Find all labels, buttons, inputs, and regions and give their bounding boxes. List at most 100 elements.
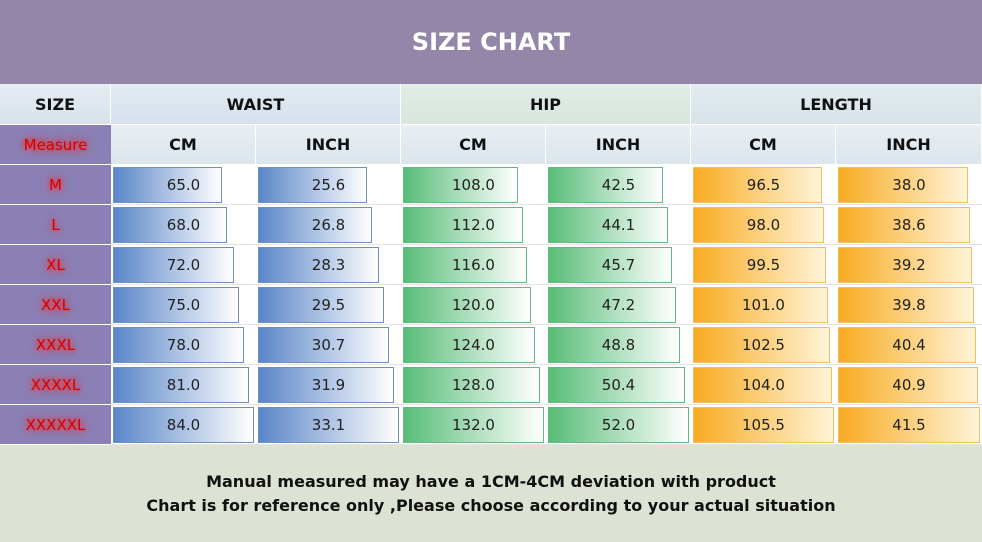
data-bar bbox=[403, 407, 544, 443]
data-bar bbox=[548, 287, 676, 323]
unit-header: INCH bbox=[256, 125, 401, 165]
cell-value: 96.5 bbox=[691, 165, 836, 205]
cell-value: 25.6 bbox=[256, 165, 401, 205]
cell-value: 112.0 bbox=[401, 205, 546, 245]
data-bar bbox=[548, 367, 685, 403]
size-label: XXXXXL bbox=[0, 405, 111, 445]
cell-value: 68.0 bbox=[111, 205, 256, 245]
data-bar bbox=[403, 167, 519, 203]
footer-note: Chart is for reference only ,Please choo… bbox=[146, 495, 836, 515]
size-header: Measure bbox=[0, 125, 111, 165]
cell-value: 28.3 bbox=[256, 245, 401, 285]
cell-value: 38.6 bbox=[836, 205, 982, 245]
data-bar bbox=[258, 207, 373, 243]
cell-value: 102.5 bbox=[691, 325, 836, 365]
data-bar bbox=[693, 167, 822, 203]
cell-value: 98.0 bbox=[691, 205, 836, 245]
cell-value: 48.8 bbox=[546, 325, 691, 365]
group-header: HIP bbox=[401, 84, 691, 125]
group-header: LENGTH bbox=[691, 84, 982, 125]
size-label: XXXL bbox=[0, 325, 111, 365]
data-bar bbox=[258, 367, 394, 403]
cell-value: 101.0 bbox=[691, 285, 836, 325]
size-label: L bbox=[0, 205, 111, 245]
cell-value: 52.0 bbox=[546, 405, 691, 445]
cell-value: 75.0 bbox=[111, 285, 256, 325]
data-bar bbox=[113, 367, 249, 403]
size-label: XXL bbox=[0, 285, 111, 325]
unit-header: INCH bbox=[546, 125, 691, 165]
cell-value: 105.5 bbox=[691, 405, 836, 445]
cell-value: 44.1 bbox=[546, 205, 691, 245]
title: SIZE CHART bbox=[0, 0, 982, 84]
unit-header: CM bbox=[401, 125, 546, 165]
cell-value: 84.0 bbox=[111, 405, 256, 445]
cell-value: 40.9 bbox=[836, 365, 982, 405]
data-bar bbox=[113, 407, 254, 443]
data-bar bbox=[403, 247, 527, 283]
data-bar bbox=[258, 167, 368, 203]
data-bar bbox=[258, 407, 399, 443]
data-bar bbox=[403, 327, 536, 363]
data-bar bbox=[838, 207, 971, 243]
cell-value: 128.0 bbox=[401, 365, 546, 405]
data-bar bbox=[113, 167, 223, 203]
corner-header: SIZE bbox=[0, 84, 111, 125]
cell-value: 99.5 bbox=[691, 245, 836, 285]
data-bar bbox=[113, 327, 244, 363]
cell-value: 104.0 bbox=[691, 365, 836, 405]
data-bar bbox=[258, 287, 384, 323]
cell-value: 78.0 bbox=[111, 325, 256, 365]
data-bar bbox=[838, 327, 977, 363]
cell-value: 116.0 bbox=[401, 245, 546, 285]
data-bar bbox=[838, 247, 973, 283]
data-bar bbox=[403, 287, 532, 323]
data-bar bbox=[693, 327, 830, 363]
cell-value: 42.5 bbox=[546, 165, 691, 205]
data-bar bbox=[548, 207, 668, 243]
cell-value: 33.1 bbox=[256, 405, 401, 445]
cell-value: 39.8 bbox=[836, 285, 982, 325]
group-header: WAIST bbox=[111, 84, 401, 125]
data-bar bbox=[113, 247, 234, 283]
data-bar bbox=[693, 207, 824, 243]
data-bar bbox=[403, 367, 540, 403]
cell-value: 47.2 bbox=[546, 285, 691, 325]
size-label: XL bbox=[0, 245, 111, 285]
data-bar bbox=[838, 287, 975, 323]
cell-value: 38.0 bbox=[836, 165, 982, 205]
data-bar bbox=[693, 367, 832, 403]
cell-value: 45.7 bbox=[546, 245, 691, 285]
cell-value: 41.5 bbox=[836, 405, 982, 445]
data-bar bbox=[838, 367, 978, 403]
cell-value: 81.0 bbox=[111, 365, 256, 405]
unit-header: INCH bbox=[836, 125, 982, 165]
cell-value: 72.0 bbox=[111, 245, 256, 285]
data-bar bbox=[258, 247, 379, 283]
cell-value: 31.9 bbox=[256, 365, 401, 405]
footer-note: Manual measured may have a 1CM-4CM devia… bbox=[206, 471, 776, 491]
cell-value: 65.0 bbox=[111, 165, 256, 205]
data-bar bbox=[548, 327, 681, 363]
footer: Manual measured may have a 1CM-4CM devia… bbox=[0, 445, 982, 542]
data-bar bbox=[113, 207, 228, 243]
data-bar bbox=[838, 407, 980, 443]
data-bar bbox=[258, 327, 389, 363]
data-bar bbox=[838, 167, 969, 203]
cell-value: 108.0 bbox=[401, 165, 546, 205]
data-bar bbox=[693, 407, 834, 443]
cell-value: 29.5 bbox=[256, 285, 401, 325]
cell-value: 120.0 bbox=[401, 285, 546, 325]
cell-value: 50.4 bbox=[546, 365, 691, 405]
data-bar bbox=[113, 287, 239, 323]
data-bar bbox=[693, 287, 828, 323]
data-bar bbox=[548, 247, 672, 283]
data-bar bbox=[548, 407, 689, 443]
cell-value: 26.8 bbox=[256, 205, 401, 245]
size-label: XXXXL bbox=[0, 365, 111, 405]
data-bar bbox=[403, 207, 523, 243]
cell-value: 30.7 bbox=[256, 325, 401, 365]
unit-header: CM bbox=[691, 125, 836, 165]
data-bar bbox=[693, 247, 826, 283]
